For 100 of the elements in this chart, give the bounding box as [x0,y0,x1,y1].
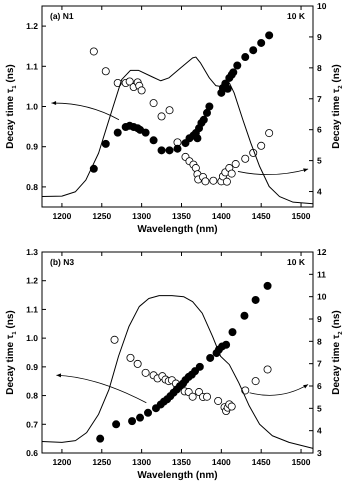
point [142,128,150,137]
point [201,177,210,186]
y-tick-label: 0.7 [26,419,38,430]
point [136,414,144,422]
y2-tick-label: 12 [317,247,327,257]
x-tick-label: 1400 [212,457,232,467]
x-tick-label: 1300 [132,457,152,467]
y-tick-label: 1.0 [26,333,38,344]
point [228,328,236,336]
point [252,377,260,386]
x-tick-label: 1200 [52,457,72,467]
point [257,38,266,47]
x-tick-label: 1250 [92,457,112,467]
y2-tick-label: 6 [317,124,322,135]
y2-tick-label: 4 [317,426,322,436]
point [222,340,230,349]
x-tick-label: 1250 [92,211,112,221]
y2-tick-label: 5 [317,156,322,166]
point [126,354,134,362]
y2-tick-label: 4 [317,186,322,197]
annotation: 10 K [287,11,306,21]
point [102,140,110,148]
point [142,368,150,377]
point [191,367,200,376]
y2-tick-label: 7 [317,94,322,104]
point [249,46,258,54]
x-tick-label: 1500 [292,211,311,221]
point [110,336,119,344]
x-tick-label: 1400 [212,211,232,221]
point [96,434,104,443]
point [265,129,274,138]
x-tick-label: 1450 [252,457,271,467]
point [228,402,236,411]
point [193,134,202,142]
x-tick-label: 1450 [252,211,271,221]
point [112,420,120,428]
point [158,112,166,120]
point [150,99,158,108]
point [90,47,98,56]
y-tick-label: 1.3 [26,247,38,257]
point [144,408,152,417]
point [158,146,166,154]
x-axis-title: Wavelength (nm) [137,224,218,235]
y2-tick-label: 11 [317,269,326,280]
y2-tick-label: 9 [317,32,322,42]
y-tick-label: 1.2 [26,276,38,286]
point [126,77,134,86]
point [264,282,272,290]
point [241,53,250,62]
point [214,396,222,405]
point [114,128,122,137]
x-tick-label: 1350 [172,457,192,467]
x-tick-label: 1300 [132,211,152,221]
y2-tick-label: 3 [317,448,322,458]
y-tick-label: 1.0 [26,102,38,112]
point [241,154,250,163]
point [192,164,200,172]
y-tick-label: 0.9 [26,142,38,152]
point [232,160,240,168]
x-tick-label: 1350 [172,211,192,221]
y-tick-label: 0.8 [26,182,38,192]
point [240,312,248,320]
y-tick-label: 0.6 [26,448,38,458]
point [222,178,231,186]
annotation: 10 K [287,257,306,267]
x-tick-label: 1200 [52,211,72,221]
point [166,106,174,114]
y2-tick-label: 8 [317,62,322,73]
y2-tick-label: 5 [317,403,322,414]
y-tick-label: 0.9 [26,362,38,372]
y2-tick-label: 9 [317,314,322,324]
y2-tick-label: 6 [317,381,322,391]
point [128,417,136,426]
annotation: (b) N3 [50,257,74,267]
point [150,136,158,144]
point [228,170,236,178]
point [265,31,274,40]
y-tick-label: 1.1 [26,61,38,72]
point [229,68,238,76]
point [252,296,260,304]
y2-tick-label: 10 [317,292,327,302]
point [202,392,211,401]
point [206,354,214,362]
y2-tick-label: 7 [317,358,322,369]
point [196,362,204,371]
point [202,108,211,117]
y-tick-label: 0.8 [26,390,38,401]
x-tick-label: 1500 [292,457,311,467]
point [209,176,218,185]
y2-tick-label: 10 [317,1,327,11]
point [264,365,272,374]
point [166,146,174,154]
point [257,142,266,150]
point [138,86,146,94]
point [102,67,110,76]
point [134,360,142,368]
point [205,102,214,110]
y-tick-label: 1.2 [26,21,38,32]
annotation: (a) N1 [50,11,74,21]
y2-tick-label: 8 [317,336,322,346]
